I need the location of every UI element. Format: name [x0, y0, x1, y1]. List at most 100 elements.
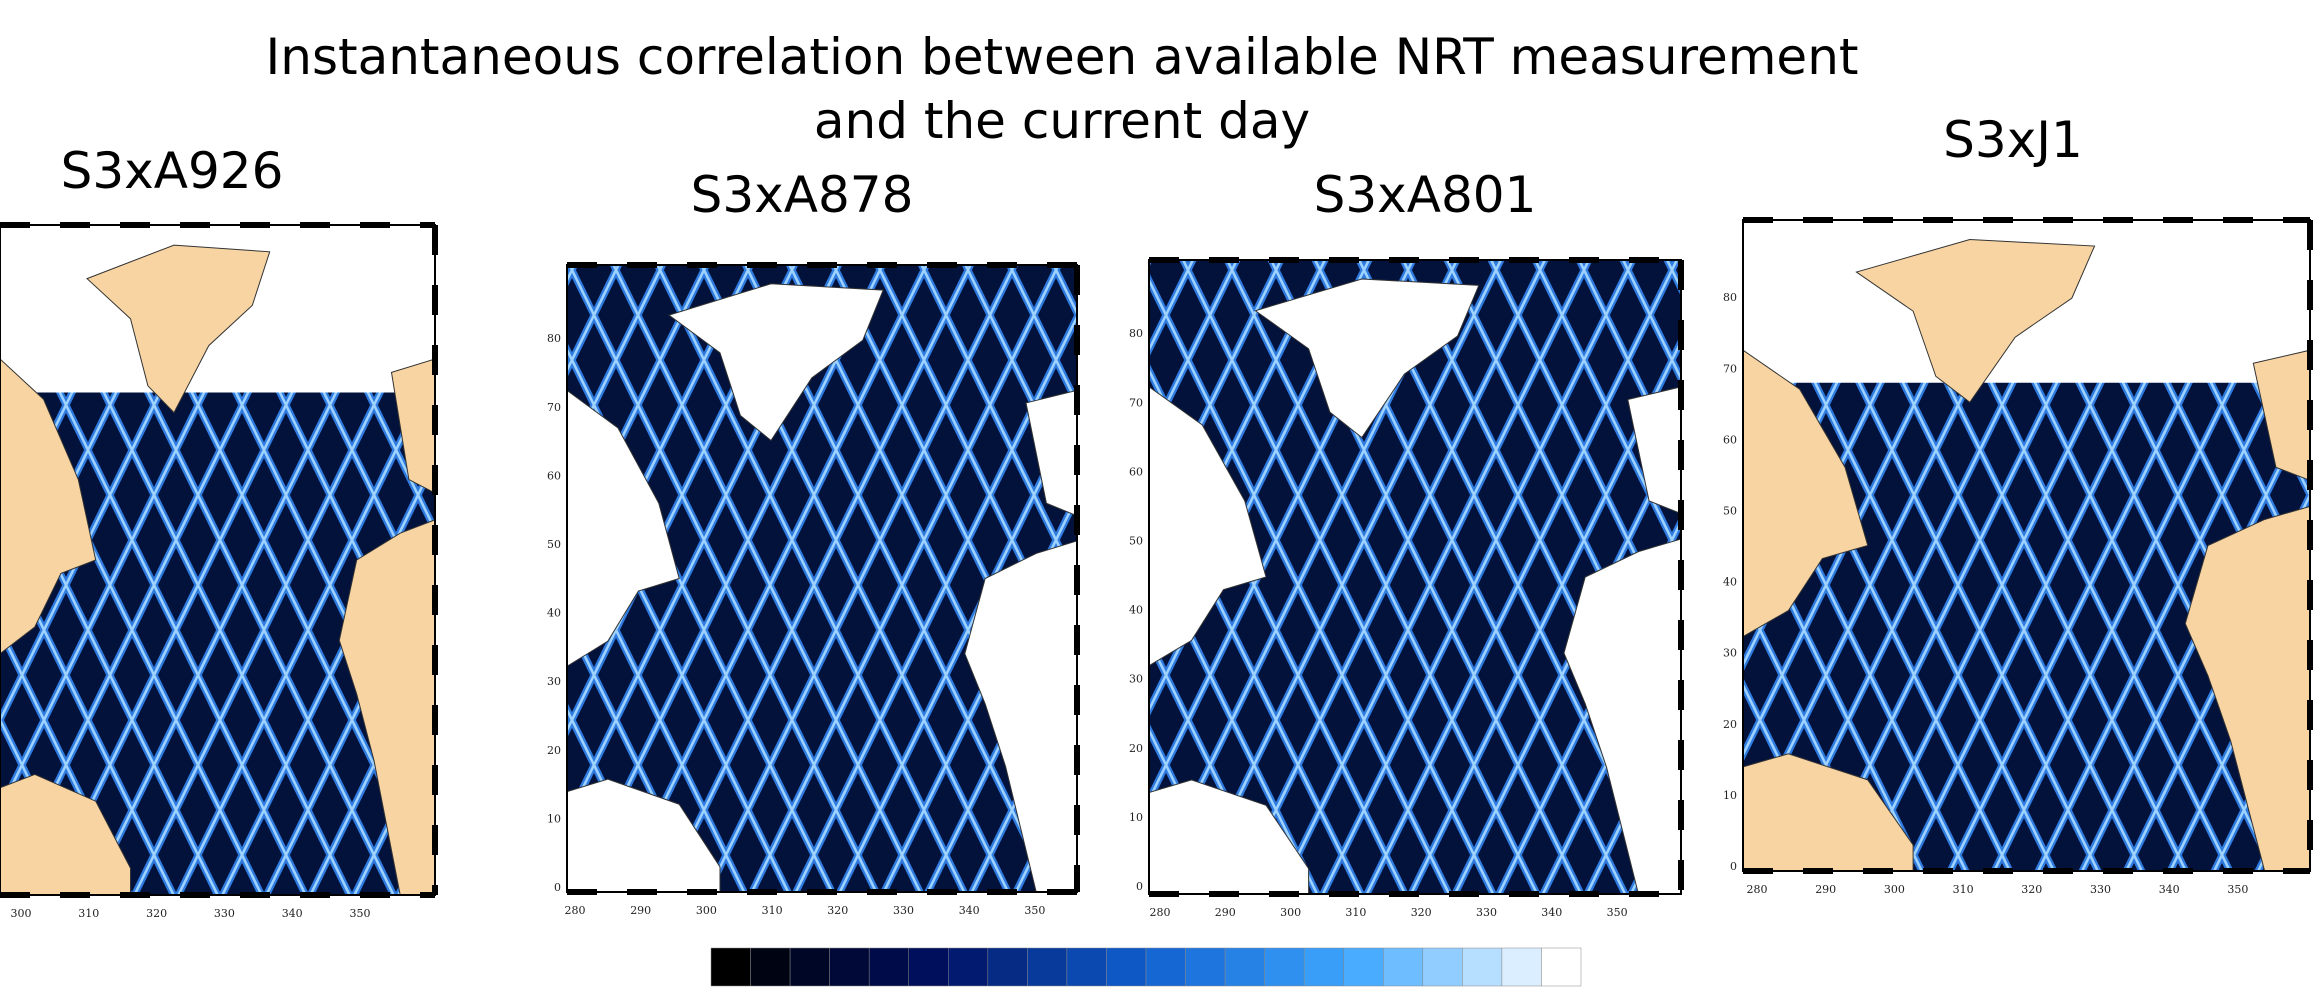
- landmass: [2185, 506, 2310, 871]
- x-tick-label: 330: [214, 907, 235, 920]
- land: [0, 245, 435, 895]
- colorbar-cell: [948, 947, 989, 987]
- landmass: [0, 359, 96, 654]
- y-tick-label: 40: [547, 607, 561, 620]
- x-tick-label: 280: [1150, 906, 1171, 919]
- x-tick-label: 330: [893, 904, 914, 917]
- colorbar-cell: [1145, 947, 1186, 987]
- x-tick-label: 340: [282, 907, 303, 920]
- x-tick-label: 350: [1607, 906, 1628, 919]
- y-tick-label: 50: [547, 538, 561, 551]
- x-tick-label: 350: [1024, 904, 1045, 917]
- panel-title: S3xA926: [61, 142, 284, 200]
- x-tick-label: 320: [827, 904, 848, 917]
- colorbar-cell: [1224, 947, 1265, 987]
- map-panel: S3xA926 300 310 320 330 340 350: [0, 142, 438, 920]
- landmass: [1743, 350, 1868, 636]
- x-tick-label: 350: [350, 907, 371, 920]
- landmass: [1564, 539, 1681, 894]
- y-tick-label: 80: [1723, 291, 1737, 304]
- x-tick-label: 290: [1215, 906, 1236, 919]
- x-tick-label: 280: [1747, 883, 1768, 896]
- y-tick-label: 40: [1129, 604, 1143, 617]
- colorbar-cell: [710, 947, 751, 987]
- colorbar-cell: [1303, 947, 1344, 987]
- x-tick-label: 300: [696, 904, 717, 917]
- map: [1149, 260, 1681, 894]
- y-tick-label: 50: [1723, 505, 1737, 518]
- x-tick-label: 320: [146, 907, 167, 920]
- y-tick-label: 70: [1129, 396, 1143, 409]
- x-tick-label: 330: [2090, 883, 2111, 896]
- land: [567, 284, 1077, 892]
- y-tick-label: 10: [1129, 811, 1143, 824]
- colorbar-cell: [1066, 947, 1107, 987]
- x-tick-label: 310: [762, 904, 783, 917]
- frame: [0, 224, 436, 896]
- panel-title: S3xA801: [1314, 166, 1537, 224]
- map-panel: S3xJ1 280 290 300 310 320 330 340 350 0 10 20 30 40 50…: [1723, 111, 2313, 896]
- x-tick-label: 330: [1476, 906, 1497, 919]
- landmass: [2253, 350, 2310, 480]
- y-tick-label: 80: [1129, 327, 1143, 340]
- y-tick-label: 20: [547, 744, 561, 757]
- x-tick-label: 310: [1345, 906, 1366, 919]
- x-tick-label: 310: [1953, 883, 1974, 896]
- x-tick-label: 320: [1411, 906, 1432, 919]
- y-tick-label: 0: [1730, 860, 1737, 873]
- colorbar-cell: [1462, 947, 1503, 987]
- colorbar-cell: [1501, 947, 1542, 987]
- colorbar-cell: [1422, 947, 1463, 987]
- landmass: [0, 774, 131, 895]
- colorbar-cell: [1383, 947, 1424, 987]
- map: [0, 225, 435, 895]
- panel-title: S3xA878: [691, 166, 914, 224]
- colorbar: [710, 947, 1582, 987]
- colorbar-cell: [908, 947, 949, 987]
- y-tick-label: 60: [1129, 465, 1143, 478]
- y-tick-label: 30: [1723, 647, 1737, 660]
- x-tick-label: 300: [1280, 906, 1301, 919]
- landmass: [1255, 279, 1478, 438]
- x-tick-label: 340: [2159, 883, 2180, 896]
- colorbar-cell: [1264, 947, 1305, 987]
- y-tick-label: 70: [547, 401, 561, 414]
- colorbar-cell: [1185, 947, 1226, 987]
- x-tick-label: 310: [78, 907, 99, 920]
- x-tick-label: 290: [630, 904, 651, 917]
- colorbar-cell: [1541, 947, 1582, 987]
- x-tick-label: 340: [1541, 906, 1562, 919]
- x-tick-label: 290: [1815, 883, 1836, 896]
- x-tick-label: 280: [565, 904, 586, 917]
- y-tick-label: 40: [1723, 576, 1737, 589]
- colorbar-cell: [829, 947, 870, 987]
- y-tick-label: 30: [1129, 673, 1143, 686]
- landmass: [567, 390, 679, 666]
- landmass: [87, 245, 270, 413]
- map-panel: S3xA878 280 290 300 310 320 330 340 350 0 10 20 30 40…: [547, 166, 1080, 917]
- land: [1149, 279, 1681, 894]
- y-tick-label: 50: [1129, 535, 1143, 548]
- landmass: [1149, 387, 1266, 666]
- y-tick-label: 30: [547, 675, 561, 688]
- figure-title: Instantaneous correlation between availa…: [266, 28, 1859, 86]
- panel-title: S3xJ1: [1943, 111, 2083, 169]
- y-tick-label: 20: [1129, 742, 1143, 755]
- y-tick-label: 60: [1723, 433, 1737, 446]
- landmass: [1628, 387, 1681, 514]
- colorbar-cell: [1027, 947, 1068, 987]
- y-tick-label: 0: [554, 881, 561, 894]
- colorbar-cell: [1106, 947, 1147, 987]
- y-tick-label: 10: [1723, 789, 1737, 802]
- colorbar-cell: [750, 947, 791, 987]
- x-tick-label: 300: [1884, 883, 1905, 896]
- landmass: [1149, 780, 1309, 894]
- map: [1743, 220, 2310, 871]
- colorbar-cell: [1343, 947, 1384, 987]
- y-tick-label: 20: [1723, 718, 1737, 731]
- figure-title: and the current day: [814, 92, 1310, 150]
- landmass: [669, 284, 883, 441]
- colorbar-cell: [789, 947, 830, 987]
- landmass: [1743, 754, 1913, 871]
- colorbar-cell: [987, 947, 1028, 987]
